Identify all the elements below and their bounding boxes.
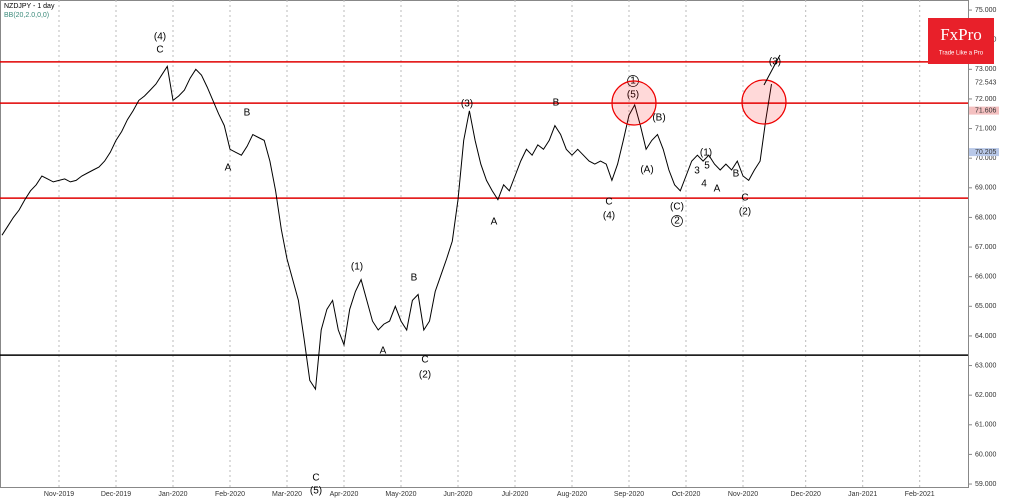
wave-label: A [225, 163, 232, 174]
x-tick-label: Dec-2019 [101, 491, 131, 498]
x-tick-label: Dec-2020 [791, 491, 821, 498]
logo-text: FxPro [940, 25, 982, 44]
price-label-box [969, 106, 999, 115]
wave-label: 3 [694, 166, 700, 177]
wave-label: C [156, 45, 163, 56]
wave-label: A [380, 346, 387, 357]
y-tick-label: 62.000 [975, 392, 997, 399]
plot-frame [0, 0, 969, 488]
wave-label: A [491, 217, 498, 228]
x-tick-label: May-2020 [385, 491, 416, 498]
x-tick-label: Aug-2020 [557, 491, 587, 498]
x-tick-label: Oct-2020 [672, 491, 701, 498]
price-label: 72.543 [975, 80, 997, 87]
wave-label: (4) [603, 211, 615, 222]
wave-label: B [244, 108, 251, 119]
y-tick-label: 66.000 [975, 274, 997, 281]
wave-label: B [553, 98, 560, 109]
price-label-box [969, 78, 999, 87]
wave-label: (A) [640, 165, 653, 176]
y-tick-label: 72.000 [975, 96, 997, 103]
logo-box [928, 18, 994, 64]
wave-label: 2 [674, 216, 680, 227]
wave-label: A [714, 184, 721, 195]
wave-label: C [312, 473, 319, 484]
wave-label: (1) [351, 262, 363, 273]
wave-label: (C) [670, 202, 684, 213]
x-tick-label: Jul-2020 [502, 491, 529, 498]
y-tick-label: 70.000 [975, 155, 997, 162]
x-tick-label: Jun-2020 [443, 491, 472, 498]
x-tick-label: Jan-2020 [158, 491, 187, 498]
grid: 59.000 60.000 61.000 62.000 63.000 64.000 65.0… [44, 0, 997, 498]
wave-label: 5 [704, 161, 710, 172]
y-tick-label: 67.000 [975, 244, 997, 251]
y-tick-label: 63.000 [975, 362, 997, 369]
wave-label: C [421, 355, 428, 366]
y-tick-label: 64.000 [975, 333, 997, 340]
x-tick-label: Nov-2019 [44, 491, 74, 498]
logo-tagline: Trade Like a Pro [939, 51, 984, 57]
wave-circle [671, 215, 683, 227]
price-line [1, 65, 772, 391]
price-label: 71.606 [975, 107, 997, 114]
y-tick-label: 65.000 [975, 303, 997, 310]
wave-label: (2) [739, 207, 751, 218]
wave-label: (B) [652, 113, 665, 124]
wave-label: B [411, 273, 418, 284]
wave-label: (5) [627, 90, 639, 101]
x-tick-label: Feb-2020 [215, 491, 245, 498]
x-tick-label: Jan-2021 [848, 491, 877, 498]
x-tick-label: Nov-2020 [728, 491, 758, 498]
wave-label: C [741, 193, 748, 204]
x-tick-label: Sep-2020 [614, 491, 644, 498]
highlight-circle [611, 80, 657, 126]
price-label: 70.205 [975, 149, 997, 156]
plot: 72.543 71.606 70.205 (4) C B A (1) B A C (2) C (5) (3)… [0, 32, 999, 497]
x-tick-label: Apr-2020 [330, 491, 359, 498]
y-tick-label: 59.000 [975, 481, 997, 488]
highlight-circle [741, 79, 787, 125]
wave-label: C [605, 197, 612, 208]
x-tick-label: Feb-2021 [905, 491, 935, 498]
wave-label: (1) [700, 148, 712, 159]
y-tick-label: 69.000 [975, 185, 997, 192]
wave-label: (3) [769, 57, 781, 68]
wave-label: 4 [701, 179, 707, 190]
y-tick-label: 68.000 [975, 214, 997, 221]
wave-label: (2) [419, 370, 431, 381]
wave-label: (3) [461, 99, 473, 110]
y-tick-label: 73.000 [975, 66, 997, 73]
price-label-box [969, 148, 999, 157]
y-tick-label: 75.000 [975, 7, 997, 14]
projection-arrow [763, 54, 781, 86]
wave-label: B [733, 169, 740, 180]
wave-label: (5) [310, 486, 322, 497]
indicator-label: BB(20,2.0,0,0) [4, 12, 49, 19]
x-tick-label: Mar-2020 [272, 491, 302, 498]
wave-label: (4) [154, 32, 166, 43]
chart-title: NZDJPY - 1 day [4, 3, 55, 10]
y-tick-label: 61.000 [975, 422, 997, 429]
y-tick-label: 71.000 [975, 125, 997, 132]
y-tick-label: 60.000 [975, 451, 997, 458]
